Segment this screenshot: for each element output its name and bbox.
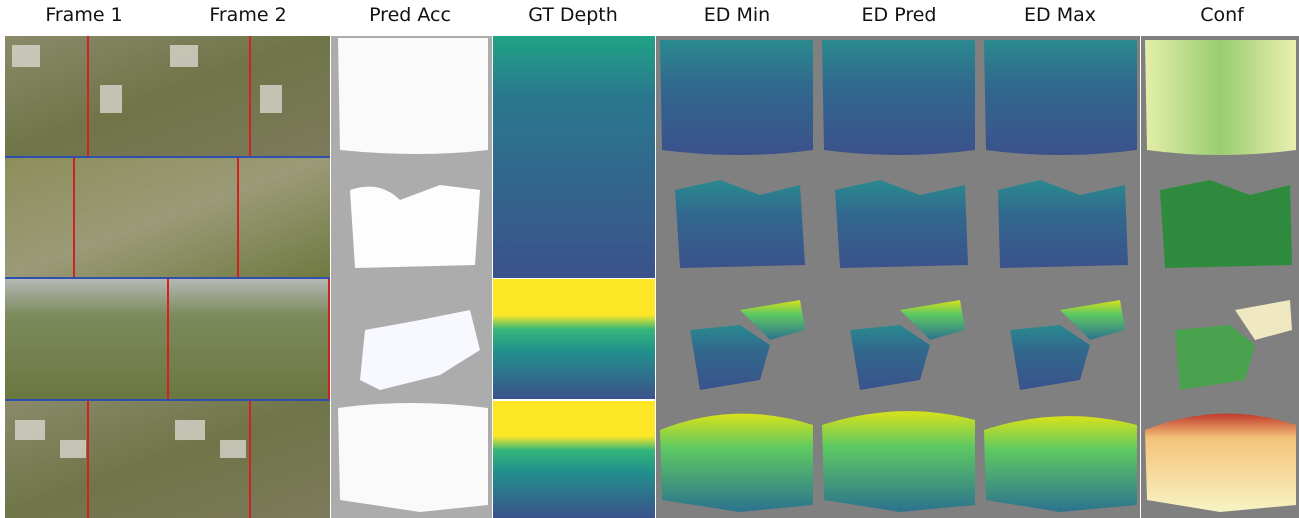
column-header: Conf [1200, 4, 1245, 26]
column-header: ED Pred [862, 4, 937, 26]
column-headers: Frame 1 Frame 2 Pred Acc GT Depth ED Min… [45, 4, 1245, 26]
column-header: Frame 2 [209, 4, 286, 26]
column-header: GT Depth [528, 4, 618, 26]
frame-pair [5, 157, 330, 277]
column-header: ED Max [1024, 4, 1096, 26]
figure: Frame 1 Frame 2 Pred Acc GT Depth ED Min… [0, 0, 1299, 518]
gt-depth-column [493, 36, 655, 518]
pred-acc-column [331, 36, 492, 518]
ed-columns [656, 36, 1140, 518]
conf-column [1141, 36, 1299, 518]
column-header: Pred Acc [369, 4, 451, 26]
frame-images [5, 36, 330, 518]
frame-pair [5, 401, 330, 518]
column-header: ED Min [704, 4, 770, 26]
column-header: Frame 1 [45, 4, 122, 26]
